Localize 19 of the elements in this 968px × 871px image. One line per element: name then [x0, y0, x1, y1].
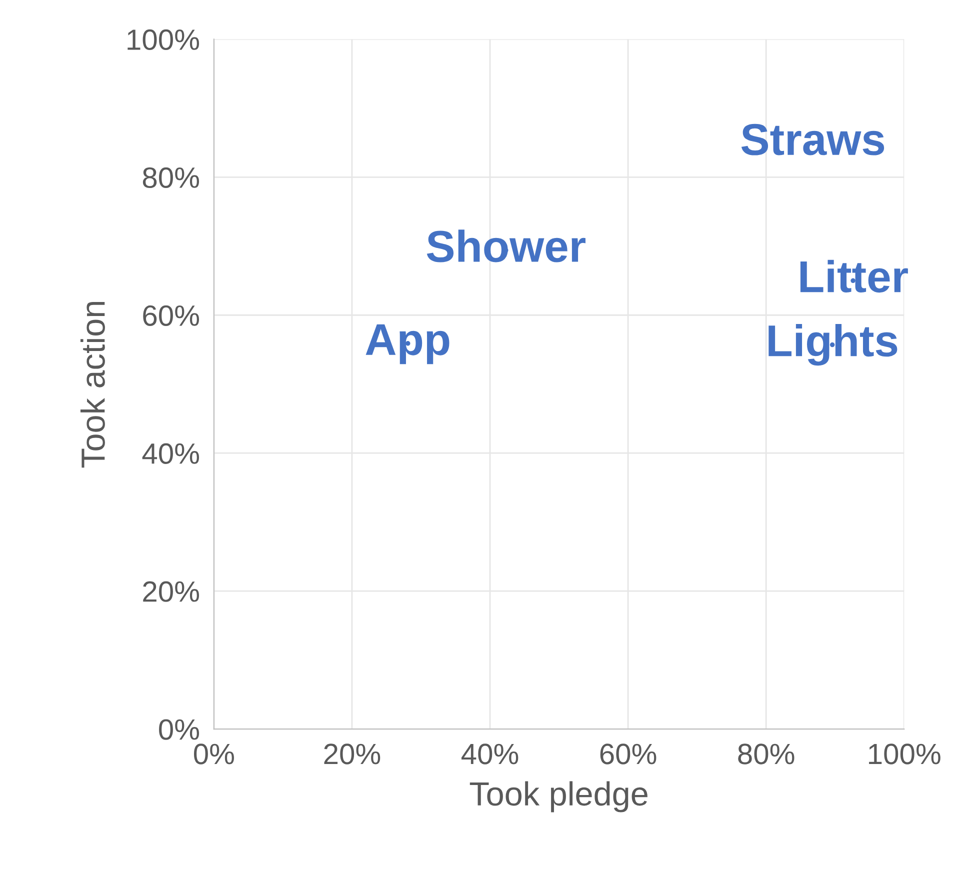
y-tick-label: 60%	[143, 305, 200, 326]
x-tick-label: 40%	[461, 744, 518, 764]
data-label: Litter	[800, 260, 908, 293]
y-axis-title: Took action	[80, 302, 105, 468]
y-tick-label: 40%	[142, 443, 200, 464]
data-label: Lights	[768, 324, 898, 366]
x-axis-title: Took pledge	[470, 781, 648, 812]
data-label: Shower	[426, 230, 586, 262]
x-tick-label: 20%	[324, 744, 380, 764]
x-tick-label: 100%	[869, 744, 940, 764]
y-tick-label: 100%	[128, 29, 200, 50]
x-tick-label: 80%	[738, 744, 794, 764]
y-tick-label: 80%	[142, 167, 200, 188]
data-label: Straws	[741, 124, 884, 156]
data-label: App	[366, 324, 450, 364]
x-tick-label: 60%	[600, 744, 656, 764]
x-tick-label: 0%	[194, 744, 234, 764]
y-tick-label: 0%	[159, 719, 199, 740]
y-tick-label: 20%	[143, 581, 200, 602]
